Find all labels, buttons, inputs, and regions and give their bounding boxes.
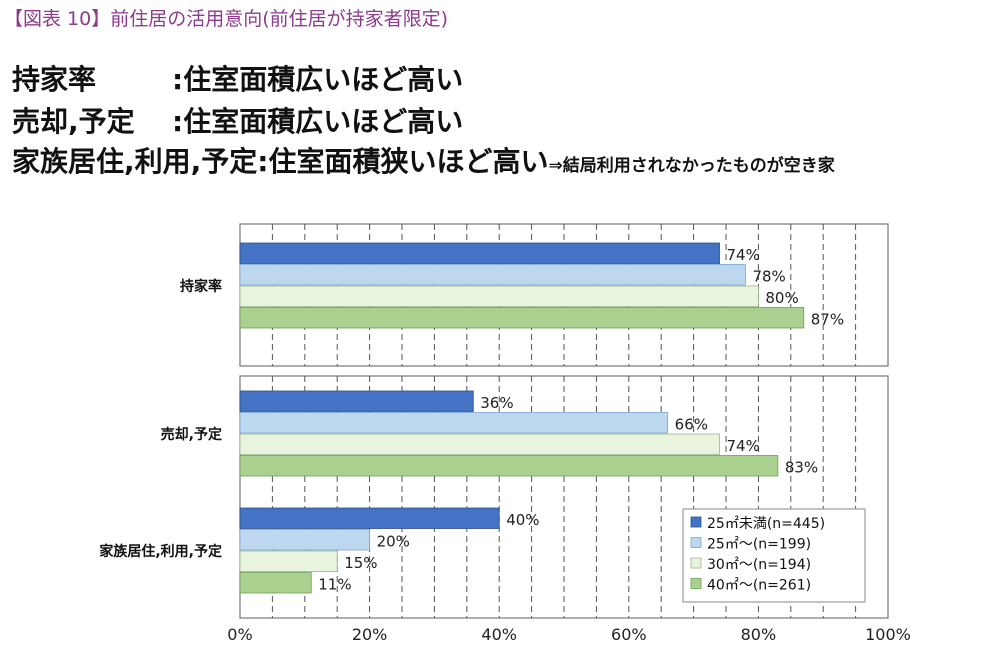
headline-key: 売却,予定 xyxy=(12,105,135,138)
x-tick-label: 100% xyxy=(865,625,911,644)
data-label: 66% xyxy=(675,415,708,433)
legend-swatch xyxy=(690,537,702,548)
x-tick-label: 0% xyxy=(227,625,252,644)
bar xyxy=(239,285,759,307)
headline-row: 持家率:住室面積広いほど高い xyxy=(12,58,463,98)
bar xyxy=(239,242,720,264)
bar xyxy=(239,307,805,329)
data-label: 36% xyxy=(480,394,513,412)
bar xyxy=(239,507,500,529)
data-label: 40% xyxy=(506,511,539,529)
legend-swatch xyxy=(690,578,702,589)
x-tick-label: 40% xyxy=(481,625,517,644)
legend-entry: 30㎡～(n=194) xyxy=(707,557,811,573)
bar xyxy=(239,455,779,477)
data-label: 87% xyxy=(811,310,844,328)
data-label: 83% xyxy=(785,458,818,476)
category-label: 売却,予定 xyxy=(161,426,222,443)
bar xyxy=(239,433,720,455)
bar xyxy=(239,529,371,551)
headline-note: ⇒結局利用されなかったものが空き家 xyxy=(548,156,835,176)
data-label: 74% xyxy=(727,437,760,455)
data-label: 80% xyxy=(765,289,798,307)
legend-entry: 25㎡未満(n=445) xyxy=(707,516,825,532)
headline-separator: : xyxy=(172,105,184,138)
headline-text: 住室面積狭いほど高い xyxy=(268,145,549,178)
x-tick-label: 60% xyxy=(611,625,647,644)
headline-key: 持家率 xyxy=(12,63,97,96)
legend-swatch xyxy=(690,557,702,569)
bar xyxy=(239,550,338,572)
data-label: 78% xyxy=(752,267,785,285)
data-label: 20% xyxy=(377,532,410,550)
headline-text: 住室面積広いほど高い xyxy=(183,105,464,138)
category-label: 家族居住,利用,予定 xyxy=(99,543,222,560)
data-label: 11% xyxy=(318,575,351,593)
headline-separator: : xyxy=(172,63,184,96)
bar xyxy=(239,412,669,434)
category-label: 持家率 xyxy=(180,278,222,295)
headline-row: 売却,予定:住室面積広いほど高い xyxy=(12,100,463,140)
legend-swatch xyxy=(690,516,702,528)
data-label: 15% xyxy=(344,554,377,572)
headline-text: 住室面積広いほど高い xyxy=(183,63,464,96)
x-tick-label: 20% xyxy=(352,625,388,644)
legend-box xyxy=(682,508,866,603)
figure-caption: 【図表 10】前住居の活用意向(前住居が持家者限定) xyxy=(4,8,449,30)
headline-separator: : xyxy=(257,145,269,178)
bar xyxy=(239,264,746,286)
headline-row: 家族居住,利用,予定:住室面積狭いほど高い⇒結局利用されなかったものが空き家 xyxy=(12,140,835,180)
bar xyxy=(239,390,474,412)
legend-entry: 25㎡～(n=199) xyxy=(707,537,811,553)
data-label: 74% xyxy=(727,246,760,264)
bar xyxy=(239,572,312,594)
legend-entry: 40㎡～(n=261) xyxy=(707,578,811,594)
headline-key: 家族居住,利用,予定 xyxy=(12,145,258,178)
x-tick-label: 80% xyxy=(741,625,777,644)
